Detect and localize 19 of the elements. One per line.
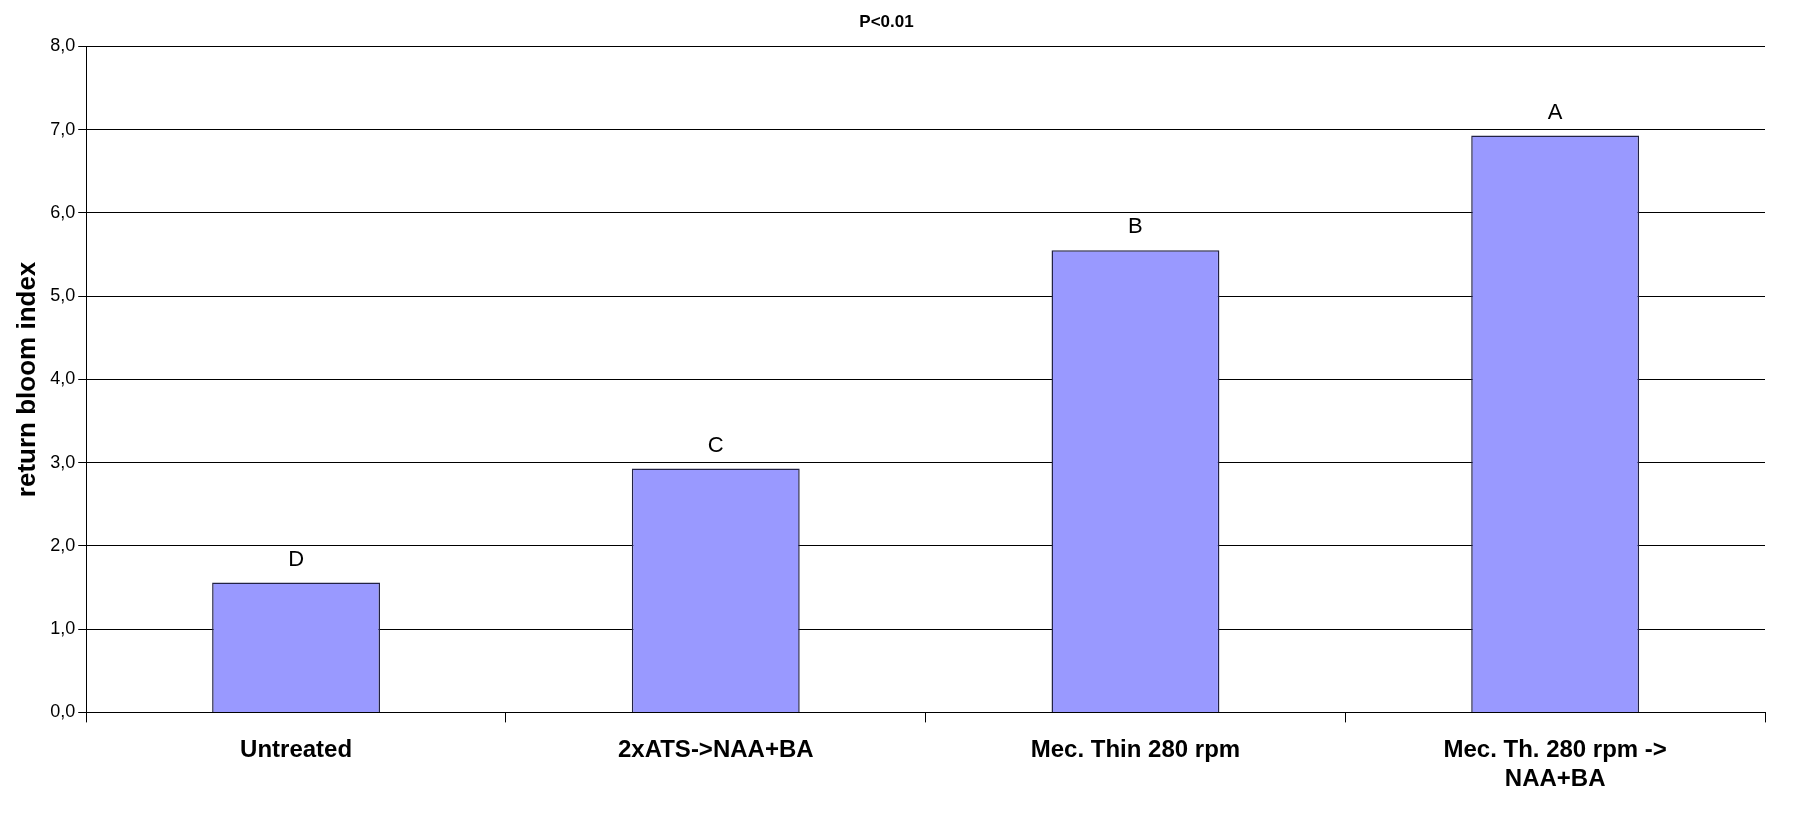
annotation: D: [288, 545, 305, 571]
y-tick-label: 6,0: [50, 201, 76, 222]
x-tick-label: Untreated: [240, 735, 353, 763]
y-tick-label: 1,0: [50, 618, 76, 639]
x-tick-label: Mec. Thin 280 rpm: [1030, 735, 1241, 763]
y-tick-label: 0,0: [50, 701, 76, 722]
y-tick-label: 7,0: [50, 118, 76, 139]
annotation: C: [707, 431, 724, 457]
y-axis-title: return bloom index: [10, 261, 41, 498]
x-tick-label: Mec. Th. 280 rpm -> NAA+BA: [1443, 735, 1667, 792]
y-tick-label: 2,0: [50, 534, 76, 555]
annotation: A: [1547, 98, 1563, 124]
chart-title: P<0.01: [859, 11, 914, 31]
x-tick-label: 2xATS->NAA+BA: [617, 735, 814, 763]
y-tick-label: 8,0: [50, 35, 76, 56]
y-tick-label: 4,0: [50, 368, 76, 389]
annotation: B: [1128, 213, 1143, 239]
y-tick-label: 3,0: [50, 451, 76, 472]
y-tick-label: 5,0: [50, 285, 76, 306]
